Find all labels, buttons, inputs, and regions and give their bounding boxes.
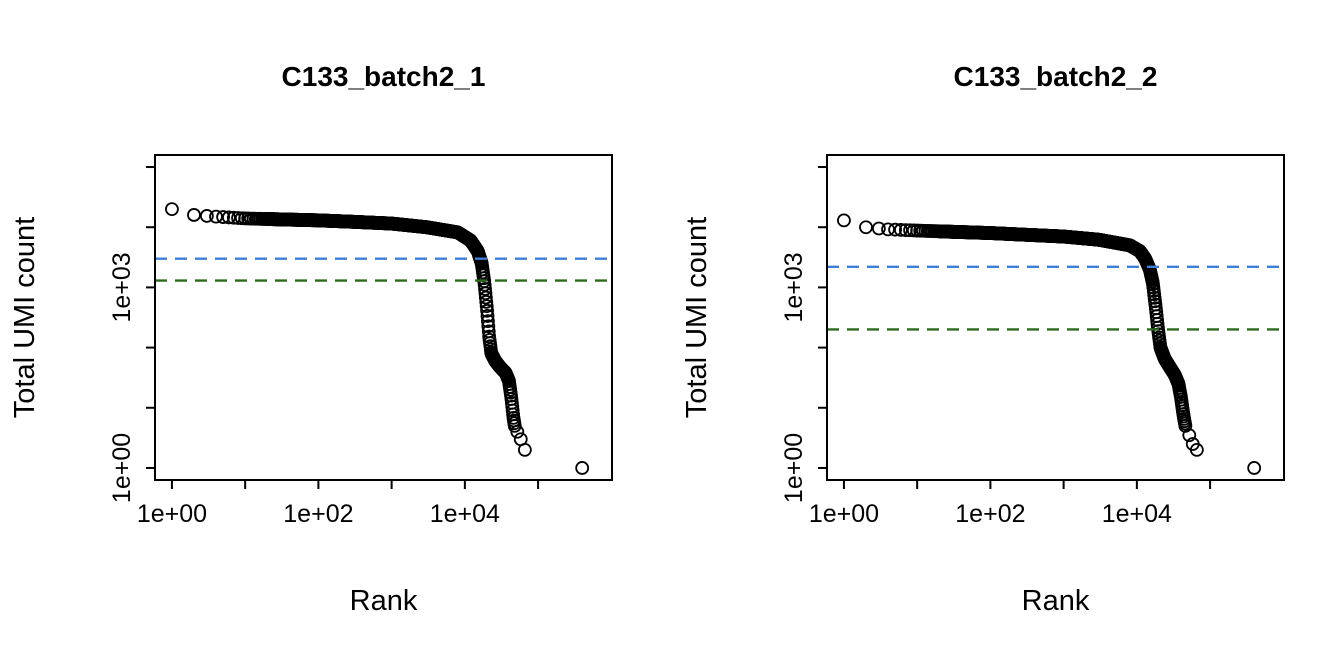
x-axis-tick-label: 1e+00 — [809, 500, 879, 528]
data-point — [187, 208, 201, 222]
y-axis-label: Total UMI count — [681, 217, 713, 418]
data-point — [479, 299, 494, 314]
data-points — [165, 202, 590, 475]
data-point — [222, 210, 236, 225]
data-point — [478, 282, 492, 296]
data-point — [478, 290, 493, 305]
chart-c133-batch2-1: C133_batch2_1 1e+00 1e+02 1e+04 1e+00 1e+03 Ra… — [9, 61, 613, 617]
data-point — [837, 213, 851, 228]
data-point — [480, 303, 495, 318]
y-axis-label: Total UMI count — [9, 217, 41, 418]
x-axis-label: Rank — [350, 585, 418, 617]
x-axis-tick-label: 1e+04 — [1102, 500, 1172, 528]
data-point — [479, 294, 494, 309]
x-axis-label: Rank — [1022, 585, 1090, 617]
plot-box — [826, 154, 1285, 481]
data-point — [888, 222, 903, 237]
data-point — [478, 286, 493, 301]
x-axis-tick-label: 1e+04 — [430, 500, 500, 528]
y-axis-tick-label: 1e+00 — [780, 433, 808, 503]
data-point — [165, 202, 179, 217]
data-point — [216, 210, 231, 224]
x-axis-ticks — [842, 480, 1212, 489]
data-point — [481, 319, 496, 334]
x-axis-tick-label: 1e+00 — [137, 500, 207, 528]
data-point — [903, 223, 917, 238]
data-point — [199, 209, 214, 223]
tail-data-point — [1189, 442, 1204, 457]
tail-data-point — [1182, 428, 1197, 443]
chart-title: C133_batch2_2 — [954, 61, 1158, 92]
y-axis-tick-label: 1e+00 — [108, 433, 136, 503]
chart-title: C133_batch2_1 — [282, 61, 486, 92]
tail-data-point — [510, 424, 525, 439]
tail-data-point — [1247, 461, 1262, 475]
y-axis-tick-label: 1e+03 — [108, 252, 136, 322]
x-axis-tick-label: 1e+02 — [955, 500, 1025, 528]
y-axis-ticks — [146, 166, 155, 469]
data-point — [480, 309, 495, 323]
data-point — [871, 221, 886, 236]
plot-box — [154, 154, 613, 481]
data-point — [209, 209, 223, 224]
tail-data-point — [575, 461, 590, 475]
data-points — [837, 213, 1262, 475]
x-axis-ticks — [170, 480, 540, 489]
data-point — [881, 222, 895, 237]
data-point — [859, 220, 873, 235]
chart-c133-batch2-2: C133_batch2_2 1e+00 1e+02 1e+04 1e+00 1e+03 Ra… — [681, 61, 1285, 617]
data-point — [894, 223, 908, 237]
data-point — [481, 314, 495, 329]
data-point — [477, 277, 492, 292]
x-axis-tick-label: 1e+02 — [283, 500, 353, 528]
y-axis-tick-label: 1e+03 — [780, 252, 808, 322]
y-axis-ticks — [818, 166, 827, 469]
tail-data-point — [517, 442, 532, 457]
